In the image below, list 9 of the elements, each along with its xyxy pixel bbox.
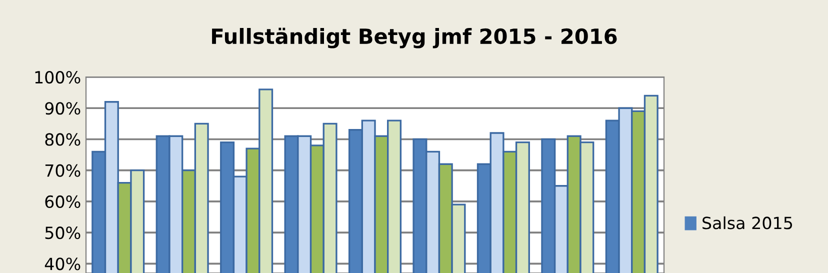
y-tick-label: 100% bbox=[35, 70, 80, 84]
y-tick-label: 60% bbox=[45, 195, 80, 208]
legend-label: Salsa 2015 bbox=[702, 216, 792, 230]
y-tick-label: 70% bbox=[45, 164, 80, 177]
y-tick-label: 50% bbox=[45, 226, 80, 240]
chart-title: Fullständigt Betyg jmf 2015 - 2016 bbox=[212, 28, 617, 48]
y-tick-label: 90% bbox=[45, 102, 80, 115]
y-tick-label: 40% bbox=[44, 258, 80, 270]
y-tick-label: 80% bbox=[45, 133, 80, 146]
